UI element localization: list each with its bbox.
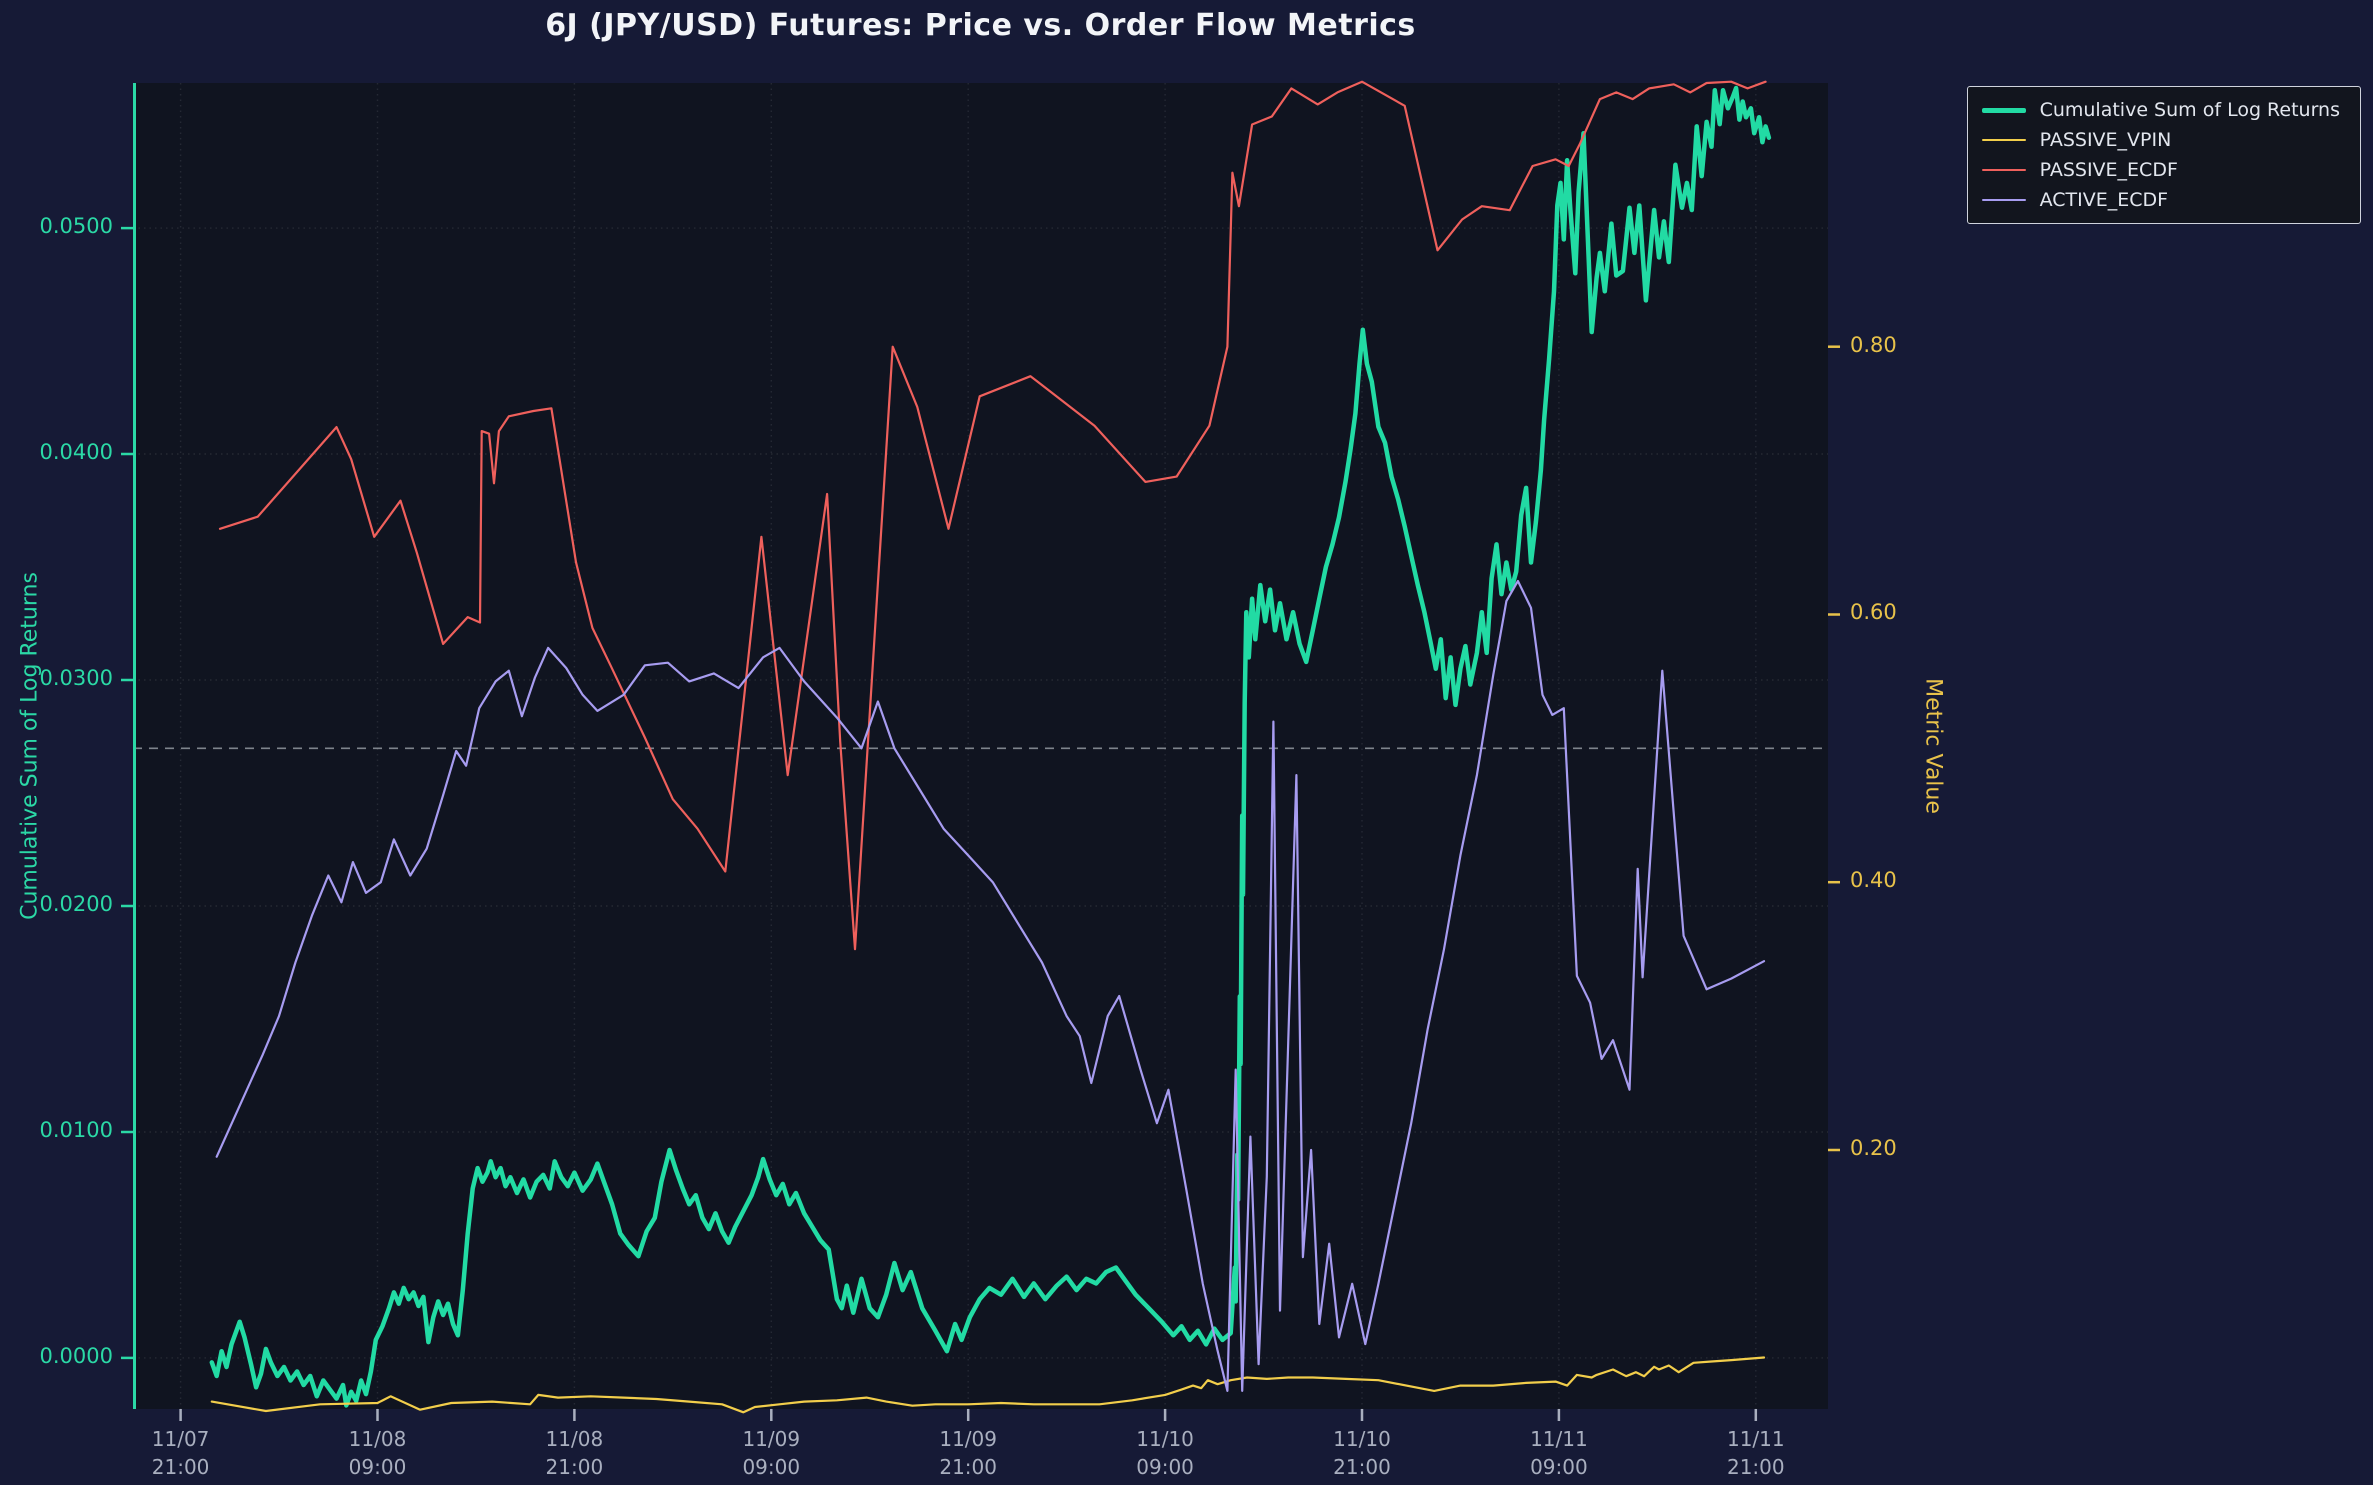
left-tick-label: 0.0500 <box>39 214 113 239</box>
left-tick-label: 0.0300 <box>39 666 113 691</box>
chart-svg <box>121 80 1840 1421</box>
x-tick-label: 11/07 21:00 <box>151 1427 210 1479</box>
x-tick-label: 11/10 21:00 <box>1333 1427 1391 1479</box>
right-tick-label: 0.80 <box>1850 332 1897 357</box>
series-ACTIVE_ECDF <box>215 579 1766 1393</box>
legend: Cumulative Sum of Log Returns PASSIVE_VPI… <box>1966 86 2361 224</box>
legend-label: PASSIVE_VPIN <box>2039 129 2172 151</box>
series-PASSIVE_VPIN <box>210 1356 1766 1414</box>
x-tick-label: 11/11 21:00 <box>1726 1427 1785 1479</box>
legend-item: PASSIVE_ECDF <box>1981 159 2340 181</box>
chart-title: 6J (JPY/USD) Futures: Price vs. Order Fl… <box>545 8 1416 43</box>
x-tick-label: 11/11 09:00 <box>1530 1427 1588 1479</box>
left-tick-labels: 0.0000 0.0100 0.0200 0.0300 0.0400 0.0500 <box>0 0 113 1485</box>
x-tick-label: 11/08 09:00 <box>348 1427 407 1479</box>
left-axis-spine <box>133 83 136 1409</box>
right-tick-label: 0.60 <box>1850 600 1897 625</box>
series-PASSIVE_ECDF <box>218 80 1767 951</box>
legend-line-swatch <box>1981 107 2026 113</box>
x-tick-label: 11/09 21:00 <box>939 1427 997 1479</box>
x-tick-label: 11/10 09:00 <box>1136 1427 1194 1479</box>
legend-label: ACTIVE_ECDF <box>2039 189 2169 211</box>
legend-item: ACTIVE_ECDF <box>1981 189 2340 211</box>
plot-area <box>121 80 1840 1421</box>
right-tick-label: 0.40 <box>1850 868 1897 893</box>
legend-label: PASSIVE_ECDF <box>2039 159 2178 181</box>
x-tick-labels: 11/07 21:00 11/08 09:00 11/08 21:00 11/09 0… <box>0 1425 2373 1485</box>
series-Cumulative-Sum-of-Log-Returns <box>209 85 1772 1408</box>
left-tick-label: 0.0000 <box>39 1343 113 1368</box>
legend-item: PASSIVE_VPIN <box>1981 129 2340 151</box>
left-tick-label: 0.0200 <box>39 891 113 916</box>
right-tick-label: 0.20 <box>1850 1135 1897 1160</box>
x-tick-label: 11/09 09:00 <box>742 1427 801 1479</box>
legend-item: Cumulative Sum of Log Returns <box>1981 99 2340 121</box>
x-tick-label: 11/08 21:00 <box>545 1427 604 1479</box>
right-tick-labels: 0.20 0.40 0.60 0.80 <box>1850 0 1970 1485</box>
legend-line-swatch <box>1981 198 2026 202</box>
legend-line-swatch <box>1981 138 2026 142</box>
legend-line-swatch <box>1981 168 2026 172</box>
legend-label: Cumulative Sum of Log Returns <box>2039 99 2340 121</box>
left-tick-label: 0.0400 <box>39 440 113 465</box>
left-tick-label: 0.0100 <box>39 1117 113 1142</box>
